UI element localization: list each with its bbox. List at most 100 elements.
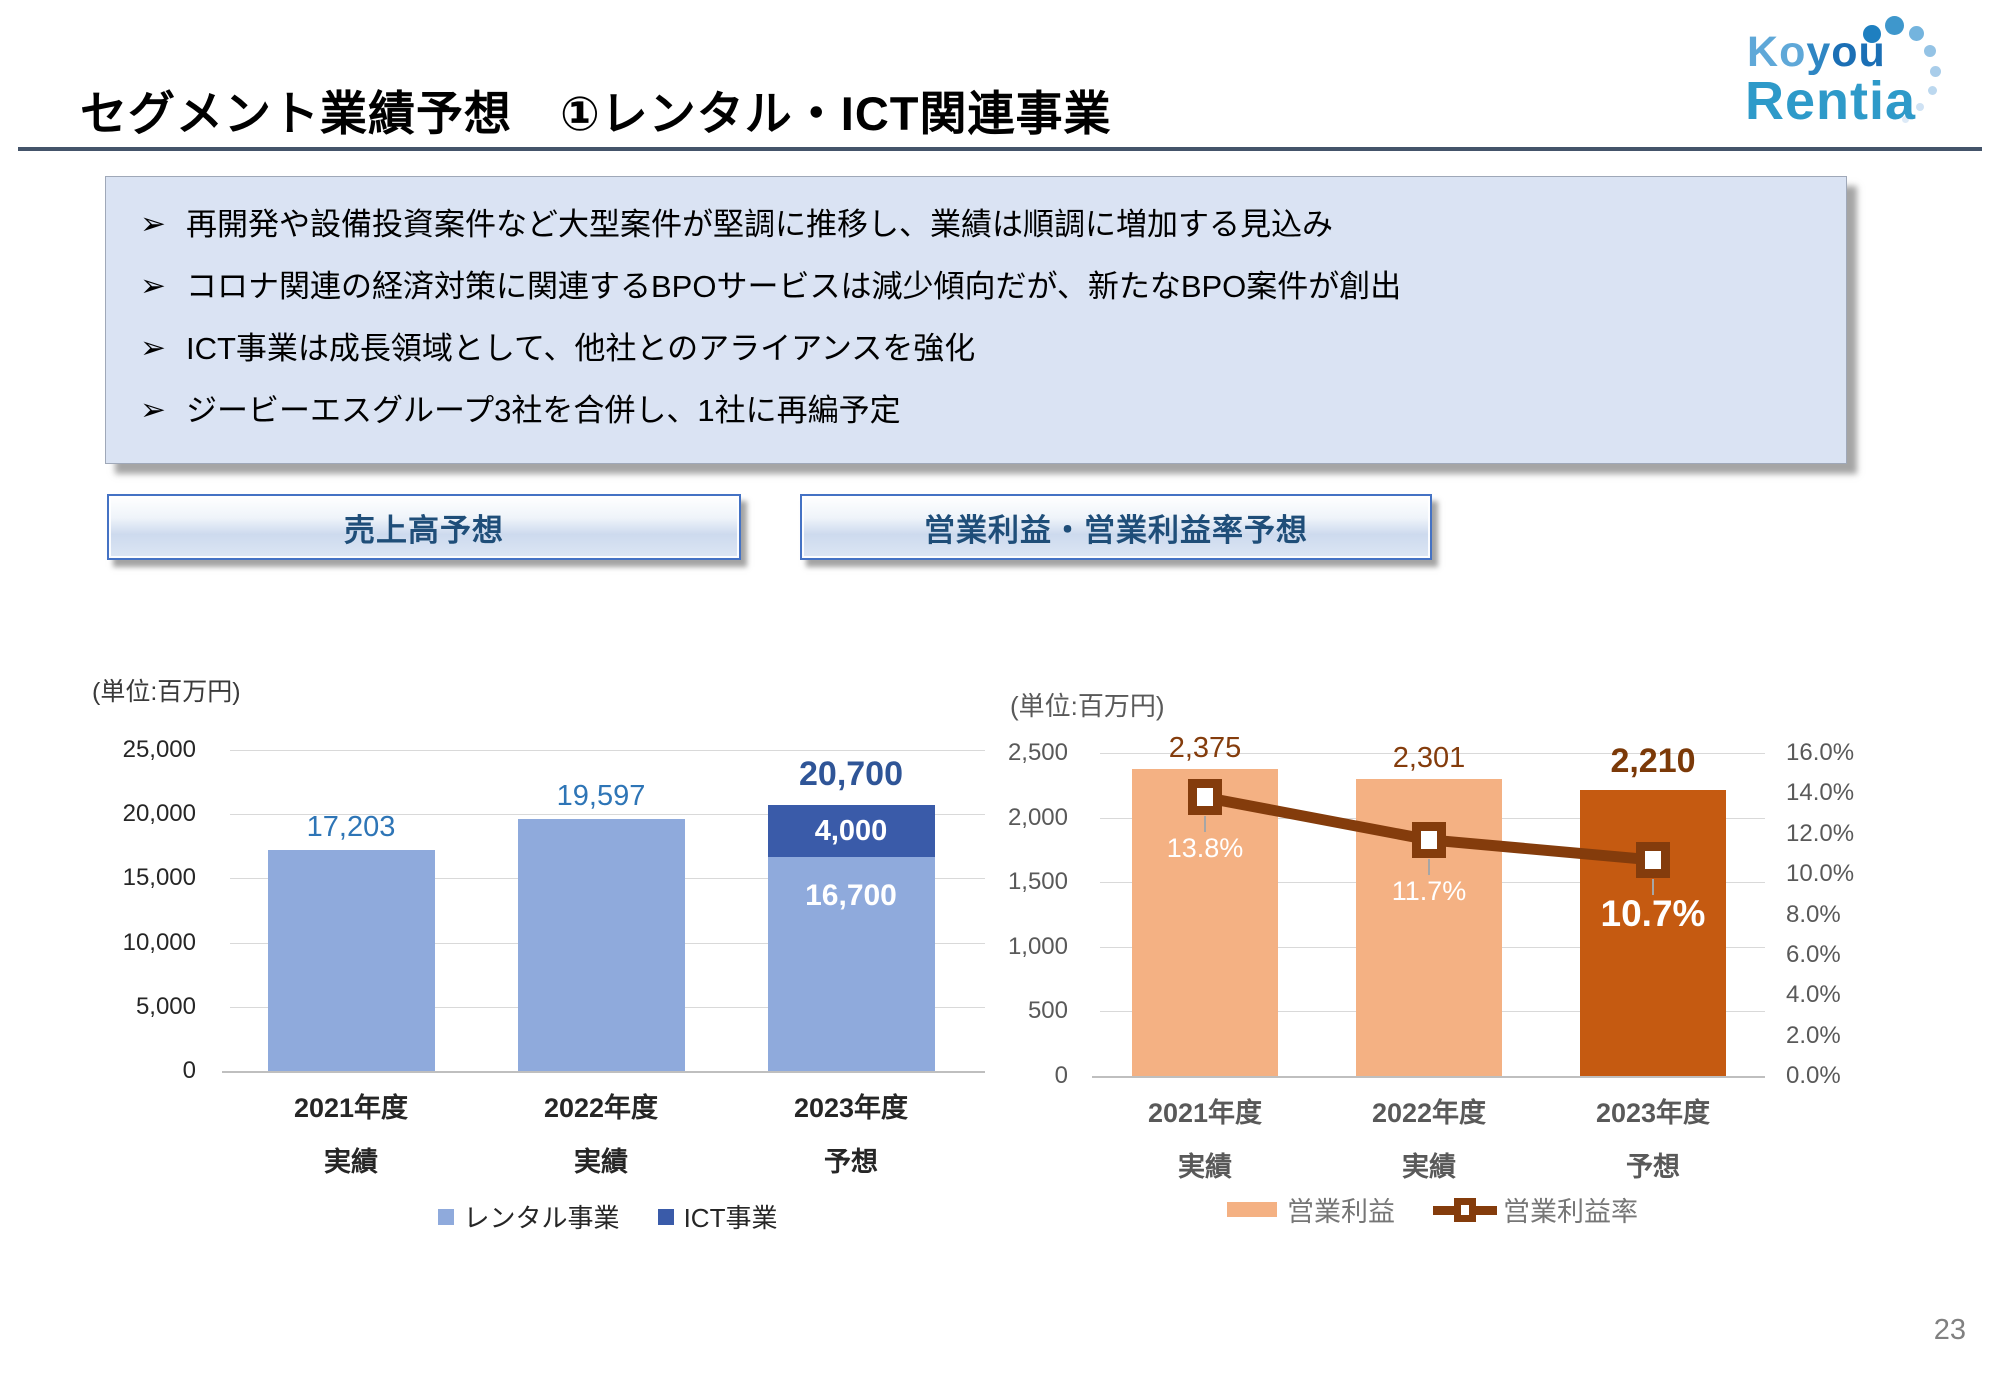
highlight-text: ICT事業は成長領域として、他社とのアライアンスを強化 [185,331,976,366]
bar-value-label: 2,301 [1392,741,1466,774]
y-axis-tick-label: 15,000 [122,864,196,892]
arrow-bullet-icon: ➢ [140,206,166,241]
highlight-item: ➢ コロナ関連の経済対策に関連するBPOサービスは減少傾向だが、新たなBPO案件が… [140,256,1826,318]
y-axis-tick-label: 1,000 [1007,932,1068,960]
marker-leader-line [1428,858,1430,875]
profit-rate-label: 13.8% [1166,833,1244,864]
highlight-text: ジービーエスグループ3社を合併し、1社に再編予定 [185,393,901,428]
y-axis-tick-label: 0 [182,1057,196,1084]
secondary-axis-tick-label: 4.0% [1786,981,1841,1009]
legend-label: 営業利益率 [1503,1197,1638,1227]
profit-section-header: 営業利益・営業利益率予想 [800,494,1432,560]
profit-section-header-label: 営業利益・営業利益率予想 [924,512,1308,548]
profit-unit-label: (単位:百万円) [1010,691,1165,721]
bar-segment-ICT事業 [767,805,935,857]
legend-swatch-icon [657,1208,674,1225]
bar-total-label: 20,700 [799,755,903,794]
gridline [230,814,985,816]
x-axis-category-sublabel: 実績 [574,1147,628,1177]
legend-label: 営業利益 [1287,1197,1395,1227]
legend-swatch-icon [437,1208,454,1225]
koyou-rentia-logo: Koyou Rentia [1735,6,1995,146]
secondary-axis-tick-label: 10.0% [1786,860,1855,888]
arrow-bullet-icon: ➢ [140,268,166,303]
bar-segment-レンタル事業 [267,850,435,1071]
x-axis-line [1092,1076,1765,1078]
marker-leader-line [1652,878,1654,895]
line-marker [1636,841,1670,878]
gridline [1100,753,1765,754]
highlight-item: ➢ ICT事業は成長領域として、他社とのアライアンスを強化 [140,318,1826,380]
secondary-axis-tick-label: 16.0% [1786,739,1855,766]
arrow-bullet-icon: ➢ [140,330,166,365]
logo-word-koyou: Koyou [1747,28,1886,76]
title-underline [18,147,1982,151]
arrow-bullet-icon: ➢ [140,392,166,427]
legend-item: レンタル事業 [437,1198,620,1235]
legend-line-marker-icon [1433,1197,1497,1222]
x-axis-category-label: 2023年度 [1595,1098,1711,1128]
legend-item: 営業利益率 [1433,1190,1638,1229]
y-axis-tick-label: 5,000 [135,992,196,1020]
y-axis-tick-label: 25,000 [122,736,196,763]
line-marker [1412,821,1446,858]
bar-value-label: 2,375 [1168,732,1242,765]
logo-word-rentia: Rentia [1745,71,1917,131]
secondary-axis-tick-label: 12.0% [1786,819,1855,847]
sales-unit-label: (単位:百万円) [92,678,241,706]
bar-value-label: 2,210 [1610,742,1696,781]
x-axis-category-label: 2023年度 [793,1093,909,1123]
page-title: セグメント業績予想 ①レンタル・ICT関連事業 [80,87,1112,141]
x-axis-category-sublabel: 実績 [324,1147,378,1177]
x-axis-category-label: 2022年度 [1371,1098,1487,1128]
x-axis-category-label: 2021年度 [1147,1098,1263,1128]
marker-leader-line [1204,816,1206,833]
legend-swatch-icon [1227,1202,1277,1217]
legend-label: レンタル事業 [463,1203,620,1233]
x-axis-category-label: 2021年度 [293,1093,409,1123]
page-number: 23 [1933,1314,1966,1346]
legend-item: ICT事業 [657,1198,778,1235]
y-axis-tick-label: 1,500 [1007,868,1068,896]
highlight-item: ➢ 再開発や設備投資案件など大型案件が堅調に推移し、業績は順調に増加する見込み [140,194,1826,256]
bar-segment-レンタル事業 [767,856,935,1071]
y-axis-tick-label: 10,000 [122,928,196,956]
bar-segment-レンタル事業 [517,819,685,1071]
sales-legend: レンタル事業 ICT事業 [230,1198,985,1235]
x-axis-category-sublabel: 予想 [824,1147,878,1177]
bar-inside-label: 4,000 [814,814,888,847]
secondary-axis-tick-label: 14.0% [1786,779,1855,807]
highlight-text: 再開発や設備投資案件など大型案件が堅調に推移し、業績は順調に増加する見込み [185,207,1333,242]
gridline [230,750,985,751]
sales-section-header: 売上高予想 [107,494,741,560]
legend-label: ICT事業 [683,1203,778,1233]
highlights-box: ➢ 再開発や設備投資案件など大型案件が堅調に推移し、業績は順調に増加する見込み ➢ コ… [105,176,1847,464]
sales-section-header-label: 売上高予想 [344,512,504,548]
y-axis-tick-label: 500 [1027,997,1068,1025]
bar-inside-label: 16,700 [805,878,897,912]
legend-item: 営業利益 [1227,1190,1395,1229]
bar-total-label: 19,597 [556,780,646,813]
highlight-item: ➢ ジービーエスグループ3社を合併し、1社に再編予定 [140,380,1826,442]
highlight-text: コロナ関連の経済対策に関連するBPOサービスは減少傾向だが、新たなBPO案件が創… [185,269,1402,304]
profit-legend: 営業利益 営業利益率 [1100,1190,1765,1229]
y-axis-tick-label: 2,000 [1007,803,1068,831]
secondary-axis-tick-label: 0.0% [1786,1062,1841,1089]
line-marker [1188,779,1222,816]
x-axis-category-sublabel: 予想 [1626,1152,1680,1182]
y-axis-tick-label: 2,500 [1007,739,1068,766]
secondary-axis-tick-label: 6.0% [1786,940,1841,968]
x-axis-category-sublabel: 実績 [1402,1152,1456,1182]
profit-rate-label: 10.7% [1600,892,1706,934]
y-axis-tick-label: 20,000 [122,800,196,828]
secondary-axis-tick-label: 2.0% [1786,1021,1841,1049]
bar-total-label: 17,203 [306,811,396,844]
highlights-list: ➢ 再開発や設備投資案件など大型案件が堅調に推移し、業績は順調に増加する見込み ➢ コ… [106,177,1846,442]
y-axis-tick-label: 0 [1054,1062,1068,1089]
x-axis-line [222,1071,985,1073]
x-axis-category-label: 2022年度 [543,1093,659,1123]
secondary-axis-tick-label: 8.0% [1786,900,1841,928]
x-axis-category-sublabel: 実績 [1178,1152,1232,1182]
